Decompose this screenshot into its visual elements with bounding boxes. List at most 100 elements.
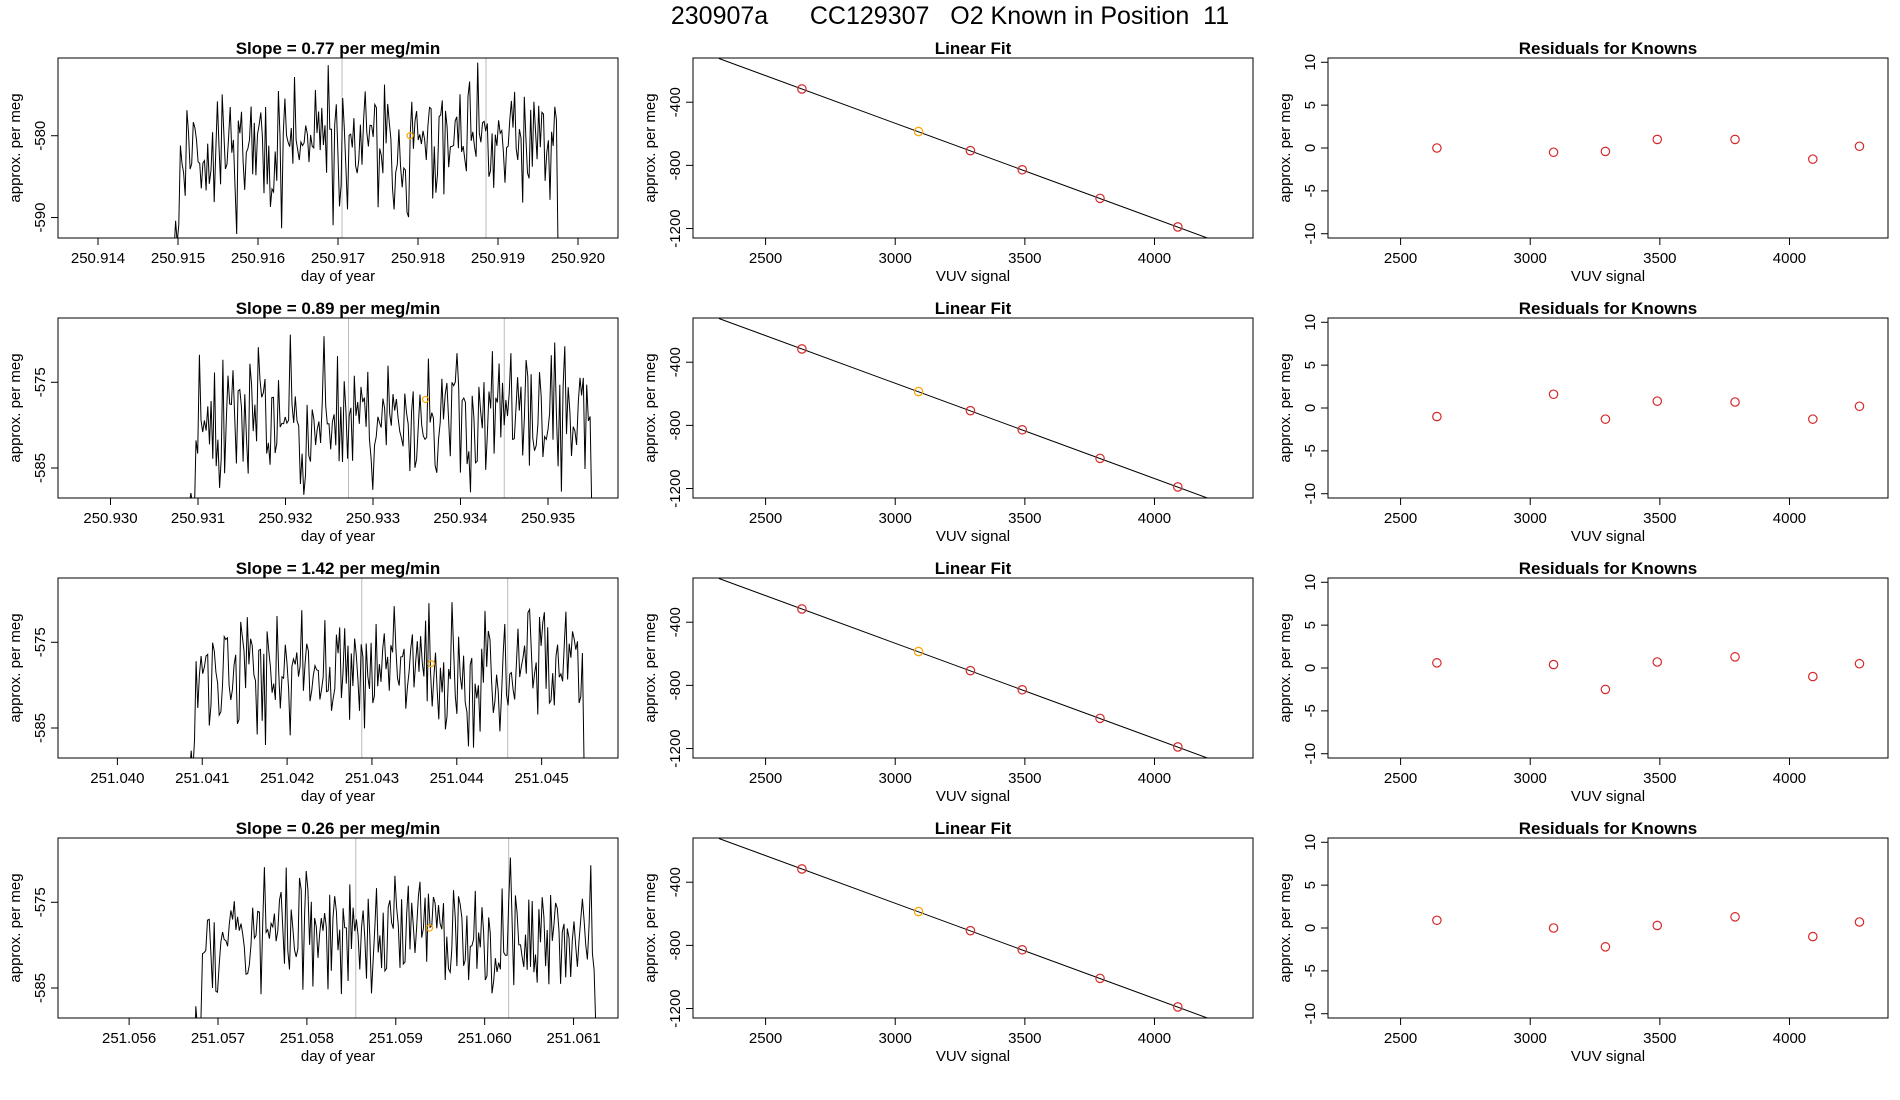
y-tick-label: -1200: [667, 729, 684, 767]
fit-line: [718, 318, 1209, 498]
y-tick-label: -1200: [667, 989, 684, 1027]
data-point: [1017, 684, 1028, 695]
x-tick-label: 3000: [879, 1030, 912, 1047]
x-tick-label: 2500: [749, 1030, 782, 1047]
y-tick-label: 0: [1302, 924, 1319, 932]
x-tick-label: 250.917: [311, 250, 365, 267]
data-point: [797, 864, 807, 874]
data-point: [1095, 453, 1105, 464]
plot-area: [195, 838, 597, 1018]
x-tick-label: 4000: [1773, 1030, 1806, 1047]
x-axis-label: VUV signal: [936, 1048, 1010, 1065]
data-trace: [190, 602, 585, 758]
y-tick-label: -800: [667, 670, 684, 700]
data-point: [1220, 500, 1228, 508]
plot-area: [1432, 652, 1865, 695]
y-axis-label: approx. per meg: [1277, 873, 1294, 982]
x-tick-label: 3500: [1643, 510, 1676, 527]
x-tick-label: 4000: [1773, 770, 1806, 787]
y-tick-label: -585: [32, 713, 49, 743]
plot-frame: [692, 317, 1254, 499]
x-axis-label: VUV signal: [1571, 788, 1645, 805]
plot-area: [718, 838, 1209, 1018]
x-tick-label: 250.935: [521, 510, 575, 527]
data-point: [913, 906, 924, 917]
data-point: [1432, 658, 1442, 668]
y-axis-label: approx. per meg: [642, 613, 659, 722]
y-tick-label: 10: [1302, 834, 1319, 851]
data-point: [1652, 396, 1663, 406]
y-axis-label: approx. per meg: [642, 93, 659, 202]
y-tick-label: 10: [1302, 574, 1319, 591]
y-tick-label: -10: [1302, 743, 1319, 765]
chart-title: Linear Fit: [935, 39, 1012, 58]
x-tick-label: 3000: [1514, 250, 1547, 267]
x-tick-label: 3000: [1514, 510, 1547, 527]
y-axis-label: approx. per meg: [1277, 613, 1294, 722]
y-tick-label: -800: [667, 410, 684, 440]
data-point: [1600, 942, 1611, 952]
data-point: [1600, 414, 1611, 424]
x-axis-label: day of year: [301, 268, 375, 285]
x-tick-label: 251.057: [191, 1030, 245, 1047]
y-axis-label: approx. per meg: [7, 353, 24, 462]
plot-frame: [692, 57, 1254, 239]
plot-area: [1432, 134, 1865, 164]
x-tick-label: 250.919: [471, 250, 525, 267]
x-tick-label: 250.934: [433, 510, 487, 527]
y-tick-label: -400: [667, 87, 684, 117]
y-tick-label: -580: [32, 121, 49, 151]
x-tick-label: 3500: [1008, 770, 1041, 787]
y-tick-label: -585: [32, 973, 49, 1003]
x-tick-label: 4000: [1773, 510, 1806, 527]
x-tick-label: 250.933: [346, 510, 400, 527]
y-tick-label: -575: [32, 627, 49, 657]
y-tick-label: 10: [1302, 314, 1319, 331]
plot-frame: [57, 317, 619, 499]
data-point: [797, 84, 807, 94]
data-point: [1652, 657, 1663, 667]
x-tick-label: 251.040: [90, 770, 144, 787]
data-point: [1017, 944, 1028, 955]
x-tick-label: 2500: [749, 770, 782, 787]
x-tick-label: 250.915: [151, 250, 205, 267]
x-tick-label: 3500: [1008, 1030, 1041, 1047]
plot-area: [189, 318, 593, 498]
y-tick-label: 5: [1302, 101, 1319, 109]
y-tick-label: -10: [1302, 1003, 1319, 1025]
mean-marker: [427, 660, 435, 668]
data-point: [1730, 652, 1740, 662]
data-point: [1173, 222, 1183, 232]
data-point: [1432, 411, 1442, 422]
x-tick-label: 250.932: [258, 510, 312, 527]
data-trace: [195, 857, 597, 1018]
plot-panel-4-2: Linear Fit 2500 3000 3500 4000 VUV signal -120…: [642, 819, 1254, 1065]
y-tick-label: -10: [1302, 483, 1319, 505]
chart-title: Residuals for Knowns: [1519, 559, 1698, 578]
fit-line: [718, 578, 1209, 758]
data-point: [1808, 931, 1818, 942]
data-point: [965, 665, 976, 676]
y-tick-label: -1200: [667, 469, 684, 507]
plot-panel-2-3: Residuals for Knowns 2500 3000 3500 4000 VUV …: [1277, 299, 1889, 545]
chart-title: Linear Fit: [935, 559, 1012, 578]
plot-area: [1432, 389, 1865, 424]
x-tick-label: 2500: [749, 510, 782, 527]
y-axis-label: approx. per meg: [642, 873, 659, 982]
y-tick-label: -10: [1302, 223, 1319, 245]
data-point: [1432, 143, 1442, 153]
y-tick-label: -800: [667, 150, 684, 180]
y-tick-label: -590: [32, 203, 49, 233]
data-point: [1652, 920, 1663, 931]
y-tick-label: -1200: [667, 209, 684, 247]
data-point: [1730, 134, 1740, 145]
y-tick-label: -5: [1302, 444, 1319, 457]
y-tick-label: -400: [667, 607, 684, 637]
x-tick-label: 3500: [1643, 770, 1676, 787]
plot-frame: [692, 577, 1254, 759]
plot-area: [190, 578, 585, 758]
data-point: [1854, 658, 1865, 669]
plot-frame: [1327, 577, 1889, 759]
mean-marker: [425, 924, 434, 932]
data-point: [1854, 917, 1865, 927]
